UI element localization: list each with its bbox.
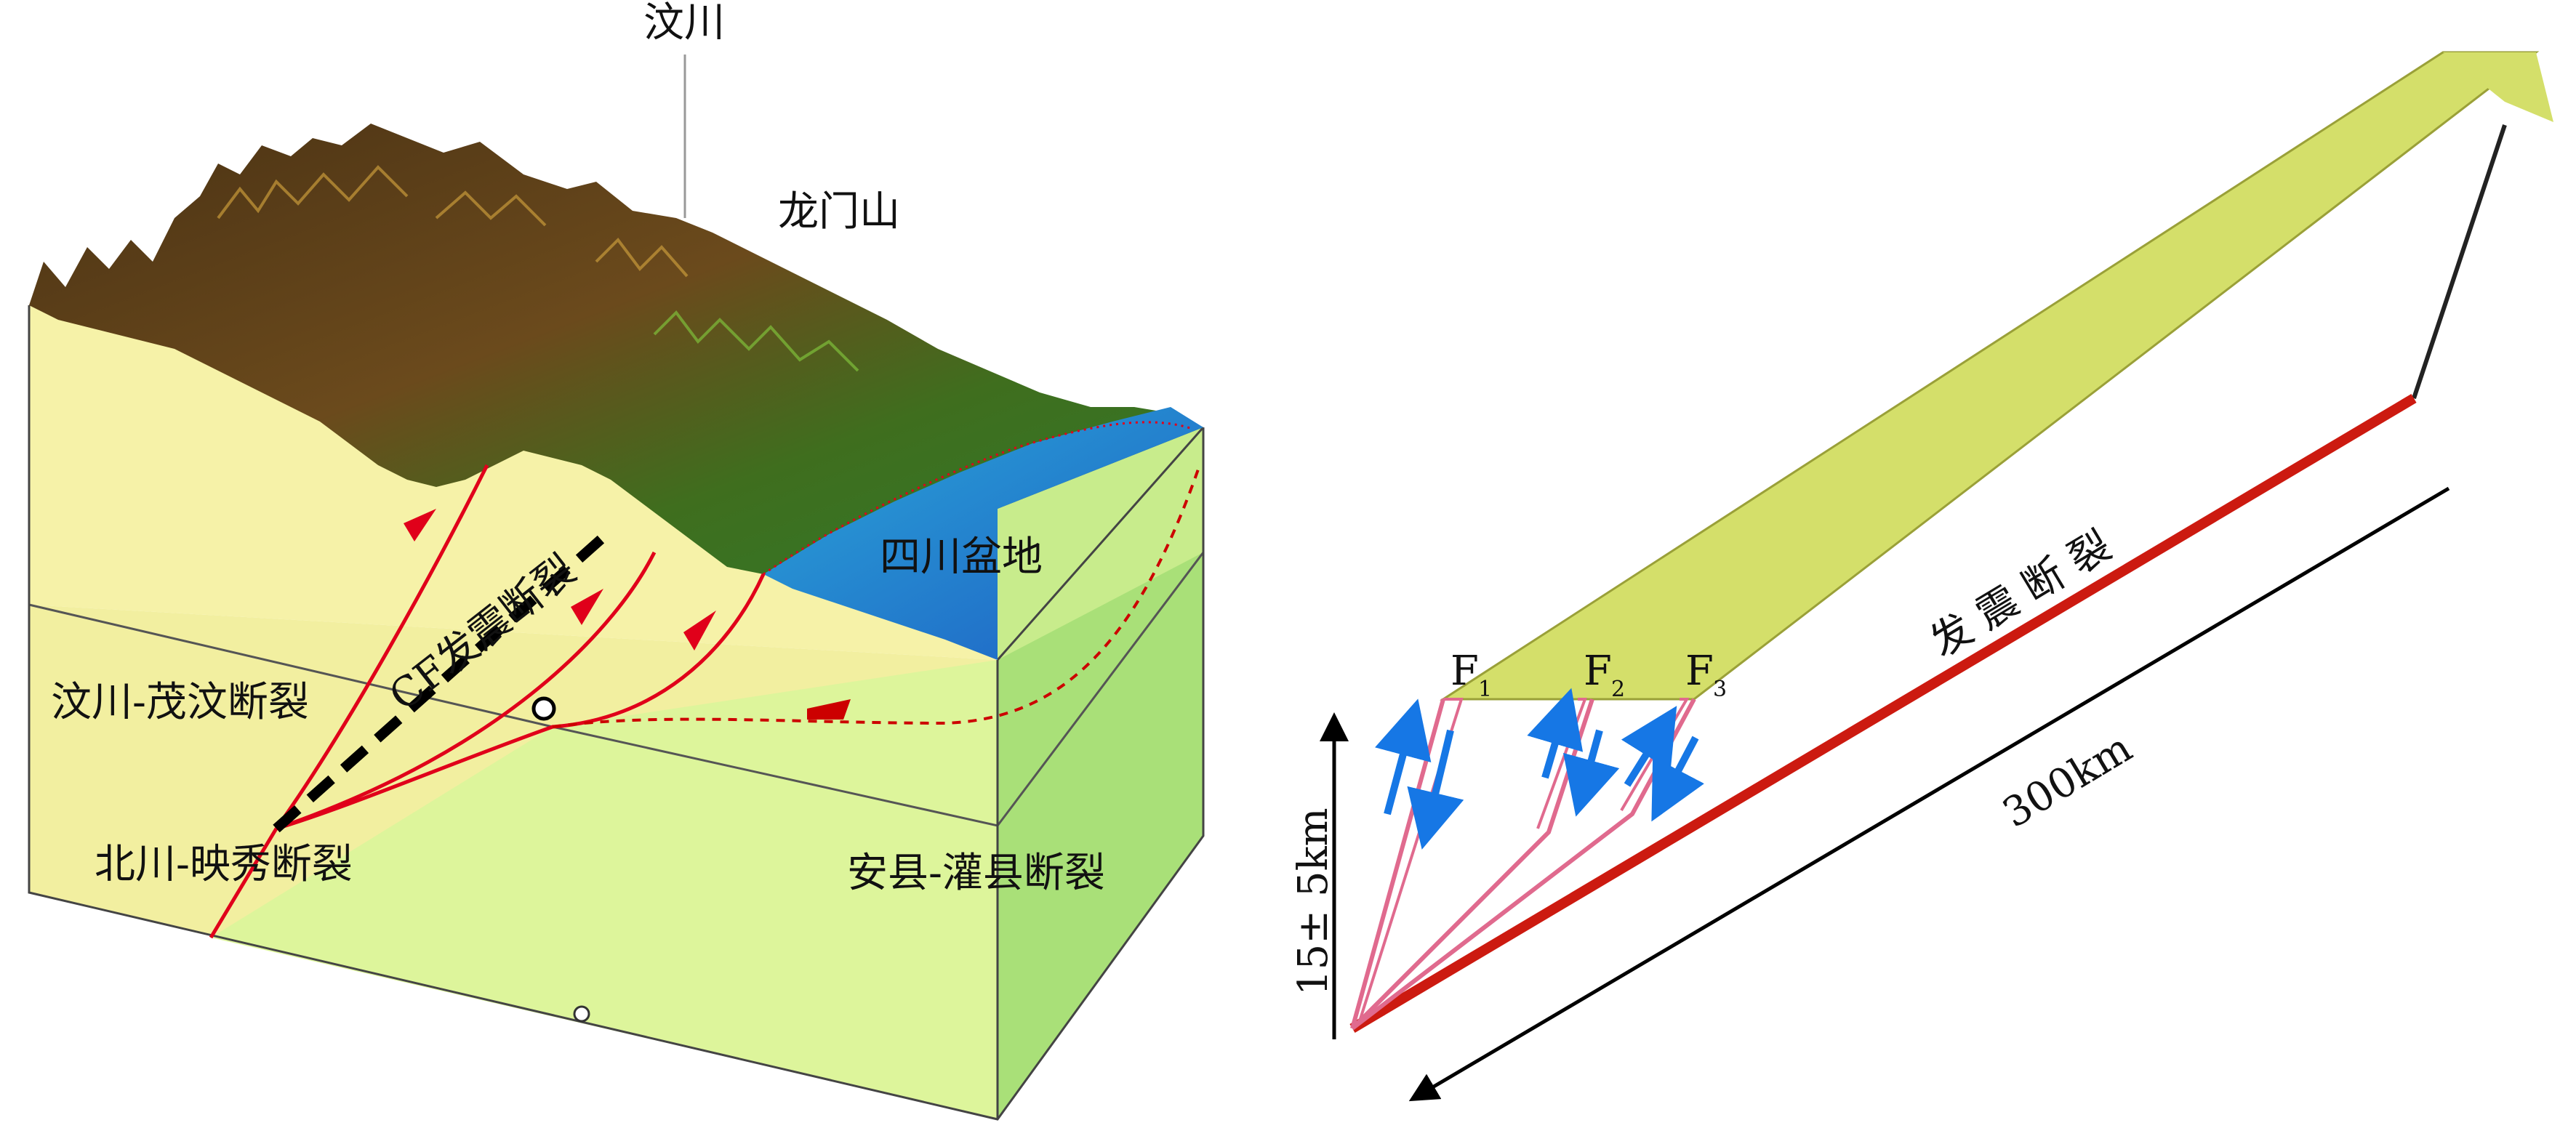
- slip-arrow-3: [683, 611, 716, 650]
- branch-fault-f1-wall: [1358, 698, 1464, 1022]
- slip-arrow-4: [807, 699, 851, 720]
- motion-arrow-f1-down: [1407, 729, 1464, 850]
- motion-arrow-f2-up: [1527, 688, 1584, 779]
- wenchuan-maowen-fault-line: [274, 464, 489, 830]
- label-f1: F 1: [1450, 648, 1492, 702]
- box-top-edge: [996, 427, 1205, 661]
- deep-fault-line: [209, 827, 278, 939]
- fault-model: 15± 5km 300km 发 震 断 裂 F 1 F 2 F 3: [1290, 51, 2553, 1102]
- beichuan-yingxiu-fault-line: [276, 551, 657, 831]
- length-axis: [1408, 486, 2450, 1102]
- svg-text:F: F: [1450, 648, 1479, 695]
- label-wenchuan: 汶川: [643, 0, 725, 47]
- longmenshan-terrain: [29, 124, 1203, 574]
- label-anxian-guanxian: 安县-灌县断裂: [847, 850, 1105, 897]
- label-wenchuan-maowen: 汶川-茂汶断裂: [51, 679, 309, 726]
- terrain-ridges: [217, 165, 689, 278]
- label-beichuan-yingxiu: 北川-映秀断裂: [95, 841, 353, 888]
- far-edge: [2412, 124, 2507, 399]
- bottom-marker: [573, 1005, 590, 1023]
- motion-arrow-f2-down: [1563, 729, 1620, 817]
- label-depth: 15± 5km: [1290, 807, 1337, 996]
- slip-arrow-2: [571, 589, 603, 625]
- motion-arrow-f3-down: [1651, 736, 1705, 822]
- motion-arrow-f1-up: [1375, 698, 1432, 815]
- hypocenter-marker: [531, 696, 556, 721]
- top-plane-end: [2443, 52, 2553, 122]
- slip-arrow-1: [404, 509, 436, 541]
- main-fault: [1349, 393, 2417, 1034]
- label-f2: F 2: [1584, 648, 1625, 702]
- sichuan-basin: [763, 407, 1203, 660]
- block-diagram: 汶川 龙门山 四川盆地 CF发震断裂 汶川-茂汶断裂 北川-映秀断裂 安县-灌县…: [28, 0, 1205, 1121]
- svg-text:3: 3: [1713, 677, 1727, 702]
- layer-boundary: [28, 552, 1205, 827]
- cf-fault-dashed: [273, 526, 614, 833]
- label-sichuan-basin: 四川盆地: [880, 533, 1043, 581]
- svg-text:1: 1: [1478, 677, 1492, 702]
- anxian-guanxian-fault-line: [276, 573, 766, 831]
- svg-text:F: F: [1584, 648, 1612, 695]
- svg-text:2: 2: [1611, 677, 1625, 702]
- terrain-ridges-green: [653, 310, 859, 372]
- svg-text:F: F: [1685, 648, 1714, 695]
- front-face-green: [211, 660, 998, 1119]
- motion-arrow-f3-up: [1621, 706, 1677, 787]
- label-f3: F 3: [1685, 648, 1727, 702]
- branch-fault-f3-wall: [1620, 698, 1690, 812]
- label-longmenshan: 龙门山: [778, 188, 900, 235]
